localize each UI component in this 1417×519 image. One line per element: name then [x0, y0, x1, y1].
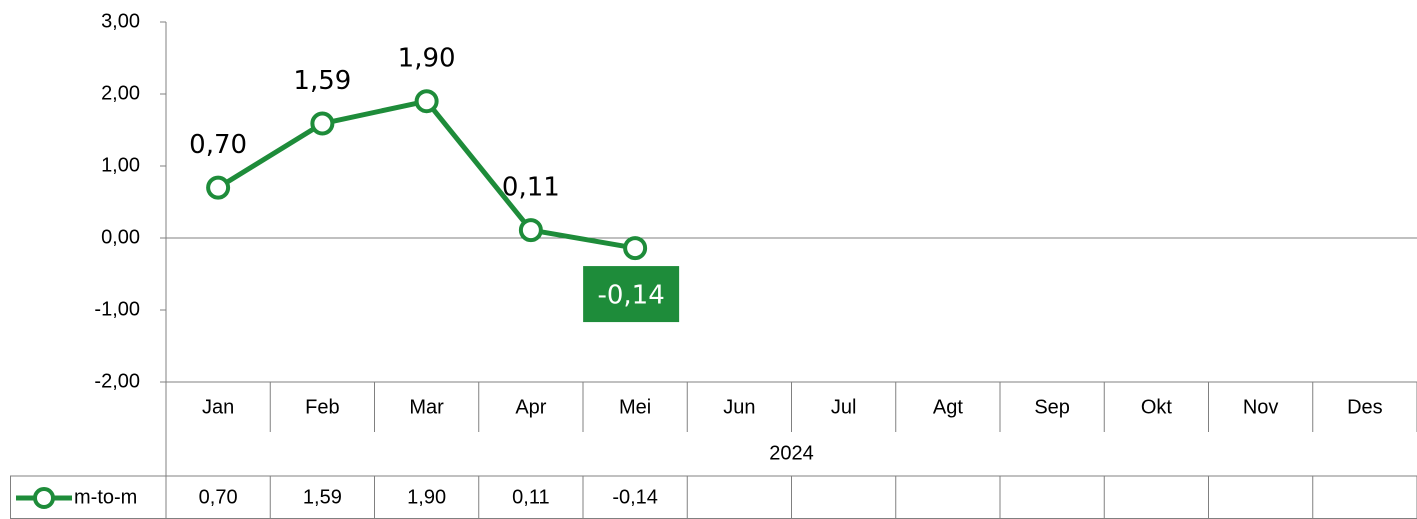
point — [310, 111, 335, 136]
x-tick-label: Nov — [1243, 396, 1279, 418]
table-cell: 0,70 — [199, 486, 238, 508]
y-tick-label: 3,00 — [101, 10, 140, 32]
x-tick-label: Mar — [409, 396, 444, 418]
legend-label: m-to-m — [74, 486, 137, 508]
x-tick-label: Jul — [831, 396, 857, 418]
x-tick-label: Apr — [515, 396, 546, 418]
y-tick-label: 2,00 — [101, 82, 140, 104]
x-tick-label: Mei — [619, 396, 651, 418]
table-cell: -0,14 — [612, 486, 658, 508]
legend-marker — [33, 487, 55, 509]
series-line — [216, 98, 636, 251]
x-tick-label: Agt — [933, 396, 963, 418]
table-cell: 0,11 — [512, 486, 549, 508]
x-tick-label: Feb — [305, 396, 339, 418]
table-cell: 1,59 — [303, 486, 342, 508]
y-tick-label: 1,00 — [101, 154, 140, 176]
x-tick-label: Okt — [1141, 396, 1173, 418]
data-label: -0,14 — [597, 281, 664, 311]
x-tick-label: Des — [1347, 396, 1383, 418]
point — [518, 218, 543, 243]
point — [414, 89, 439, 114]
data-label: 0,70 — [189, 130, 247, 160]
y-tick-label: 0,00 — [101, 226, 140, 248]
x-tick-label: Jun — [723, 396, 755, 418]
point — [206, 175, 231, 200]
data-label: 0,11 — [502, 173, 560, 203]
x-tick-label: Jan — [202, 396, 234, 418]
category-group-label: 2024 — [769, 442, 814, 464]
table-cell: 1,90 — [407, 486, 446, 508]
x-tick-label: Sep — [1034, 396, 1070, 418]
point — [623, 236, 648, 261]
data-label: 1,59 — [293, 66, 351, 96]
y-tick-label: -2,00 — [94, 370, 140, 392]
data-label-box — [583, 266, 680, 323]
data-label: 1,90 — [398, 44, 456, 74]
y-tick-label: -1,00 — [94, 298, 140, 320]
